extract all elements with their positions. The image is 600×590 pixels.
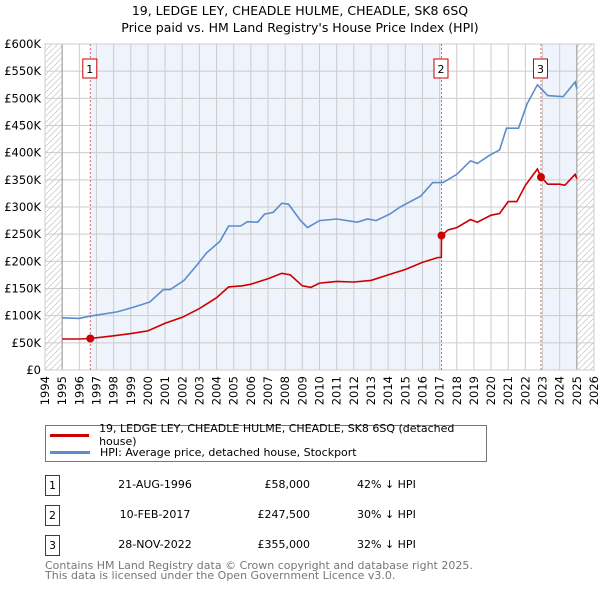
transaction-price: £58,000 xyxy=(264,478,311,491)
transaction-row: 3 28-NOV-2022 £355,000 32% ↓ HPI xyxy=(45,535,445,556)
x-tick-label: 2004 xyxy=(210,376,224,405)
transaction-date: 10-FEB-2017 xyxy=(119,508,191,521)
x-tick-label: 1999 xyxy=(124,376,138,405)
plot-border xyxy=(44,43,595,371)
y-tick-label: £600K xyxy=(4,37,41,51)
legend-label-hpi: HPI: Average price, detached house, Stoc… xyxy=(100,445,357,459)
sale-label: 3 xyxy=(537,63,544,76)
legend-label-price: 19, LEDGE LEY, CHEADLE HULME, CHEADLE, S… xyxy=(99,422,455,448)
x-tick-label: 1996 xyxy=(72,376,86,405)
transaction-row: 2 10-FEB-2017 £247,500 30% ↓ HPI xyxy=(45,505,445,526)
sale-label-box xyxy=(532,58,548,79)
sale-label: 1 xyxy=(86,63,93,76)
legend-swatch-price xyxy=(50,433,90,437)
transaction-hpi-diff: 42% ↓ HPI xyxy=(357,478,416,491)
legend-swatch-hpi xyxy=(50,450,90,454)
sale-point xyxy=(536,173,545,182)
x-tick-label: 1998 xyxy=(107,376,121,405)
legend-item-hpi: HPI: Average price, detached house, Stoc… xyxy=(50,444,357,460)
sale-label-box xyxy=(433,58,449,79)
hpi-line xyxy=(62,80,578,320)
x-tick-label: 2024 xyxy=(553,376,567,405)
y-tick-label: £200K xyxy=(4,254,41,268)
footer-copyright: Contains HM Land Registry data © Crown c… xyxy=(45,559,473,572)
y-tick-label: £50K xyxy=(12,336,42,350)
x-tick-label: 2014 xyxy=(381,376,395,405)
x-tick-label: 2002 xyxy=(175,376,189,405)
legend-item-price: 19, LEDGE LEY, CHEADLE HULME, CHEADLE, S… xyxy=(50,422,486,448)
transaction-hpi-diff: 30% ↓ HPI xyxy=(357,508,416,521)
sale-label: 2 xyxy=(437,63,444,76)
x-tick-label: 1994 xyxy=(38,376,52,405)
sale-point xyxy=(437,231,446,240)
y-tick-label: £0 xyxy=(26,363,41,377)
transaction-date: 28-NOV-2022 xyxy=(118,538,192,551)
y-tick-label: £100K xyxy=(4,309,41,323)
x-tick-label: 2023 xyxy=(536,376,550,405)
x-tick-label: 1995 xyxy=(55,376,69,405)
x-tick-label: 2009 xyxy=(295,376,309,405)
y-tick-label: £550K xyxy=(4,64,41,78)
x-tick-label: 2022 xyxy=(518,376,532,405)
x-tick-label: 2008 xyxy=(278,376,292,405)
transaction-price: £247,500 xyxy=(257,508,311,521)
legend: 19, LEDGE LEY, CHEADLE HULME, CHEADLE, S… xyxy=(45,422,487,462)
transaction-number: 1 xyxy=(45,475,60,496)
x-tick-label: 2003 xyxy=(192,376,206,405)
y-tick-label: £400K xyxy=(4,146,41,160)
x-tick-label: 2021 xyxy=(501,376,515,405)
transaction-number: 3 xyxy=(45,535,60,556)
price-chart: 1994 1995 1996 1997 1998 1999 2000 2001 2002 2003… xyxy=(4,37,600,405)
y-tick-label: £300K xyxy=(4,200,41,214)
price-paid-line xyxy=(62,167,578,340)
x-tick-label: 2006 xyxy=(244,376,258,405)
transaction-price: £355,000 xyxy=(257,538,311,551)
x-tick-label: 2018 xyxy=(450,376,464,405)
y-tick-label: £450K xyxy=(4,119,41,133)
y-tick-label: £150K xyxy=(4,282,41,296)
y-tick-label: £350K xyxy=(4,173,41,187)
transaction-hpi-diff: 32% ↓ HPI xyxy=(357,538,416,551)
y-tick-label: £250K xyxy=(4,227,41,241)
x-tick-label: 2012 xyxy=(347,376,361,405)
x-tick-label: 2025 xyxy=(570,376,584,405)
x-tick-label: 2016 xyxy=(415,376,429,405)
x-tick-label: 2019 xyxy=(467,376,481,405)
transaction-date: 21-AUG-1996 xyxy=(118,478,192,491)
sale-label-box xyxy=(82,58,98,79)
x-tick-label: 2000 xyxy=(141,376,155,405)
x-tick-label: 2007 xyxy=(261,376,275,405)
x-tick-label: 1997 xyxy=(89,376,103,405)
x-tick-label: 2005 xyxy=(227,376,241,405)
x-tick-label: 2011 xyxy=(330,376,344,405)
x-tick-label: 2020 xyxy=(484,376,498,405)
x-tick-label: 2001 xyxy=(158,376,172,405)
chart-subtitle: Price paid vs. HM Land Registry's House … xyxy=(121,20,479,35)
x-tick-label: 2013 xyxy=(364,376,378,405)
sale-point xyxy=(86,334,95,343)
x-tick-label: 2010 xyxy=(313,376,327,405)
y-tick-label: £500K xyxy=(4,91,41,105)
chart-title: 19, LEDGE LEY, CHEADLE HULME, CHEADLE, S… xyxy=(131,3,469,18)
x-tick-label: 2026 xyxy=(587,376,600,405)
footer-licence: This data is licensed under the Open Gov… xyxy=(45,569,396,582)
transaction-row: 1 21-AUG-1996 £58,000 42% ↓ HPI xyxy=(45,475,445,496)
x-tick-label: 2017 xyxy=(433,376,447,405)
transaction-number: 2 xyxy=(45,505,60,526)
x-tick-label: 2015 xyxy=(398,376,412,405)
